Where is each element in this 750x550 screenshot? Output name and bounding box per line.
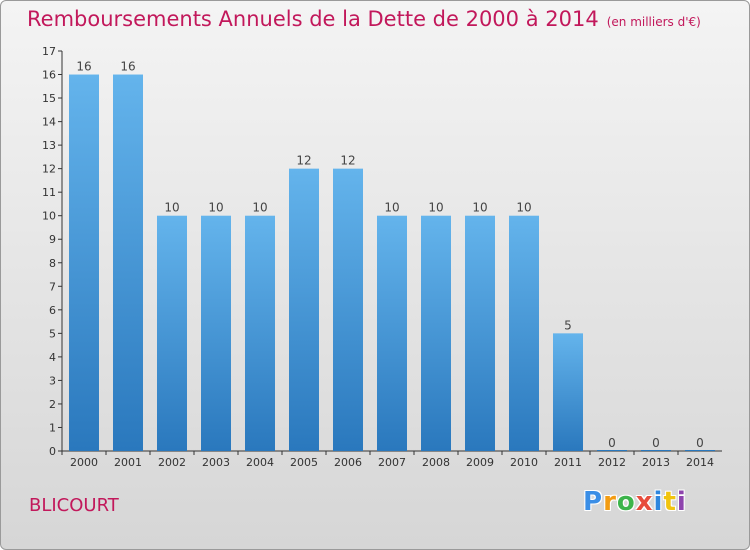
- bar: [113, 74, 143, 451]
- y-tick-label: 8: [49, 257, 56, 270]
- bar: [465, 215, 495, 451]
- data-label: 0: [652, 436, 660, 450]
- bar: [685, 450, 715, 451]
- y-tick-label: 7: [49, 280, 56, 293]
- y-tick-label: 12: [42, 163, 56, 176]
- x-tick-label: 2013: [642, 456, 670, 469]
- bar: [377, 215, 407, 451]
- commune-name: BLICOURT: [29, 495, 119, 516]
- x-tick-label: 2005: [290, 456, 318, 469]
- bar: [553, 333, 583, 451]
- logo-letter: r: [603, 487, 617, 517]
- bar: [157, 215, 187, 451]
- x-tick-label: 2006: [334, 456, 362, 469]
- x-tick-label: 2011: [554, 456, 582, 469]
- y-tick-label: 5: [49, 327, 56, 340]
- bar: [201, 215, 231, 451]
- chart-title: Remboursements Annuels de la Dette de 20…: [27, 7, 701, 31]
- bar: [69, 74, 99, 451]
- data-label: 5: [564, 318, 572, 332]
- y-tick-label: 17: [42, 45, 56, 58]
- x-tick-label: 2007: [378, 456, 406, 469]
- bar: [509, 215, 539, 451]
- x-tick-label: 2001: [114, 456, 142, 469]
- bar: [333, 168, 363, 451]
- data-label: 10: [164, 201, 179, 215]
- chart-subtitle: (en milliers d'€): [606, 15, 701, 29]
- data-label: 12: [340, 154, 355, 168]
- y-tick-label: 1: [49, 421, 56, 434]
- data-label: 10: [208, 201, 223, 215]
- x-tick-label: 2000: [70, 456, 98, 469]
- x-tick-label: 2014: [686, 456, 714, 469]
- logo-letter: i: [676, 487, 687, 517]
- data-label: 16: [76, 60, 91, 74]
- y-tick-label: 9: [49, 233, 56, 246]
- data-label: 0: [608, 436, 616, 450]
- data-label: 10: [428, 201, 443, 215]
- logo-letter: x: [635, 487, 654, 517]
- data-label: 10: [384, 201, 399, 215]
- x-tick-label: 2012: [598, 456, 626, 469]
- data-label: 10: [252, 201, 267, 215]
- y-tick-label: 6: [49, 304, 56, 317]
- x-tick-label: 2004: [246, 456, 274, 469]
- x-tick-label: 2009: [466, 456, 494, 469]
- x-tick-label: 2010: [510, 456, 538, 469]
- data-label: 16: [120, 60, 135, 74]
- logo-letter: P: [583, 487, 604, 517]
- bar: [289, 168, 319, 451]
- y-tick-label: 11: [42, 186, 56, 199]
- proxiti-logo: Proxiti: [583, 487, 687, 517]
- y-tick-label: 16: [42, 69, 56, 82]
- data-label: 12: [296, 154, 311, 168]
- y-tick-label: 0: [49, 445, 56, 458]
- data-label: 10: [472, 201, 487, 215]
- y-tick-label: 4: [49, 351, 56, 364]
- bar: [641, 450, 671, 451]
- data-label: 0: [696, 436, 704, 450]
- bar: [597, 450, 627, 451]
- logo-letter: o: [616, 487, 636, 517]
- x-tick-label: 2003: [202, 456, 230, 469]
- y-tick-label: 14: [42, 116, 56, 129]
- data-label: 10: [516, 201, 531, 215]
- chart-title-text: Remboursements Annuels de la Dette de 20…: [27, 7, 599, 31]
- logo-letter: i: [653, 487, 664, 517]
- x-tick-label: 2002: [158, 456, 186, 469]
- logo-letter: t: [663, 487, 677, 517]
- y-tick-label: 10: [42, 210, 56, 223]
- bar: [245, 215, 275, 451]
- x-tick-label: 2008: [422, 456, 450, 469]
- bar: [421, 215, 451, 451]
- y-tick-label: 15: [42, 92, 56, 105]
- y-tick-label: 2: [49, 398, 56, 411]
- y-tick-label: 3: [49, 374, 56, 387]
- y-tick-label: 13: [42, 139, 56, 152]
